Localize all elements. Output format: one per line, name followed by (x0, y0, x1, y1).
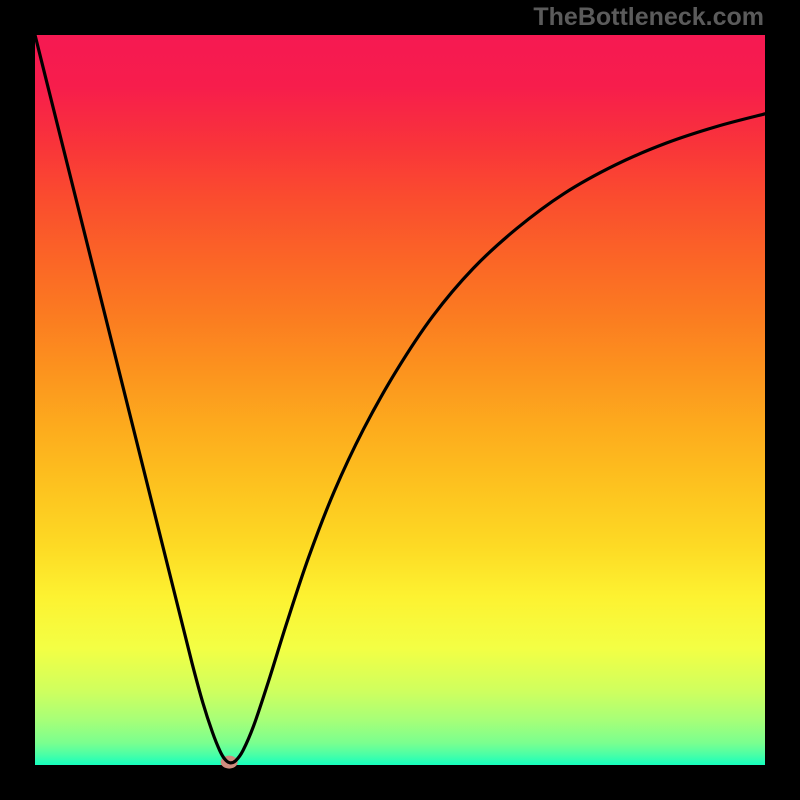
chart-stage: TheBottleneck.com (0, 0, 800, 800)
plot-gradient-background (35, 35, 765, 765)
bottleneck-chart (0, 0, 800, 800)
watermark-label: TheBottleneck.com (533, 3, 764, 32)
